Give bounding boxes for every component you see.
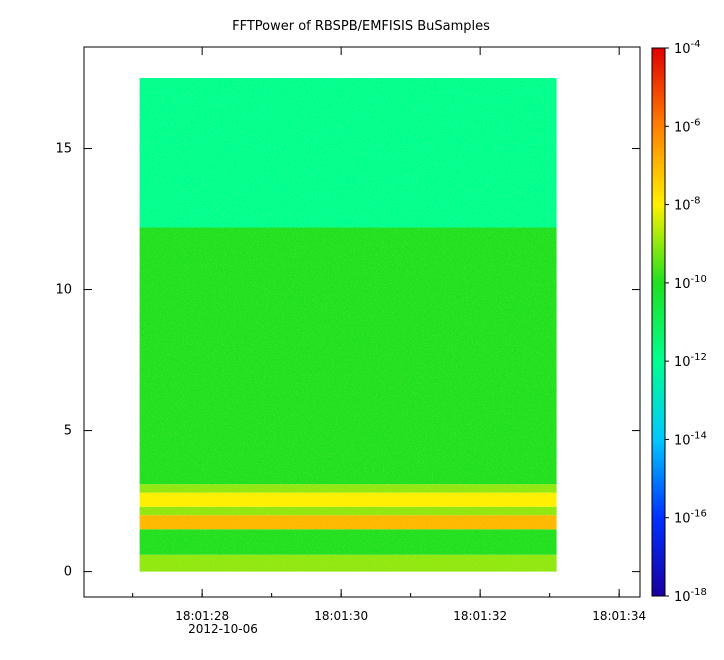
colorbar-tick-label: 10-18 — [674, 587, 707, 605]
colorbar — [651, 47, 666, 597]
colorbar-axis: 10-4 10-6 10-8 10-10 10-12 10-14 10-16 10-18 — [665, 39, 707, 605]
colorbar-tick-label: 10-12 — [674, 352, 707, 370]
colorbar-tick-label: 10-6 — [674, 117, 701, 135]
y-tick-label: 5 — [64, 424, 72, 439]
colorbar-tick-label: 10-16 — [674, 509, 707, 527]
x-tick-label: 18:01:30 — [314, 609, 368, 623]
x-date-label: 2012-10-06 — [188, 622, 258, 636]
colorbar-tick-label: 10-10 — [674, 274, 707, 292]
y-tick-label: 0 — [64, 565, 72, 580]
chart-title: FFTPower of RBSPB/EMFISIS BuSamples — [232, 19, 490, 34]
colorbar-tick-label: 10-4 — [674, 39, 701, 57]
colorbar-tick-label: 10-8 — [674, 196, 701, 214]
x-tick-label: 18:01:28 — [175, 609, 229, 623]
x-tick-label: 18:01:32 — [453, 609, 507, 623]
y-tick-label: 15 — [55, 142, 72, 157]
spectrogram-noise-texture — [139, 78, 557, 572]
y-axis: 0 5 10 15 — [55, 142, 640, 580]
x-tick-label: 18:01:34 — [592, 609, 646, 623]
colorbar-tick-label: 10-14 — [674, 430, 707, 448]
x-axis: 18:01:28 18:01:30 18:01:32 18:01:34 — [132, 47, 646, 623]
y-tick-label: 10 — [55, 283, 72, 298]
spectrogram-image — [139, 78, 557, 572]
